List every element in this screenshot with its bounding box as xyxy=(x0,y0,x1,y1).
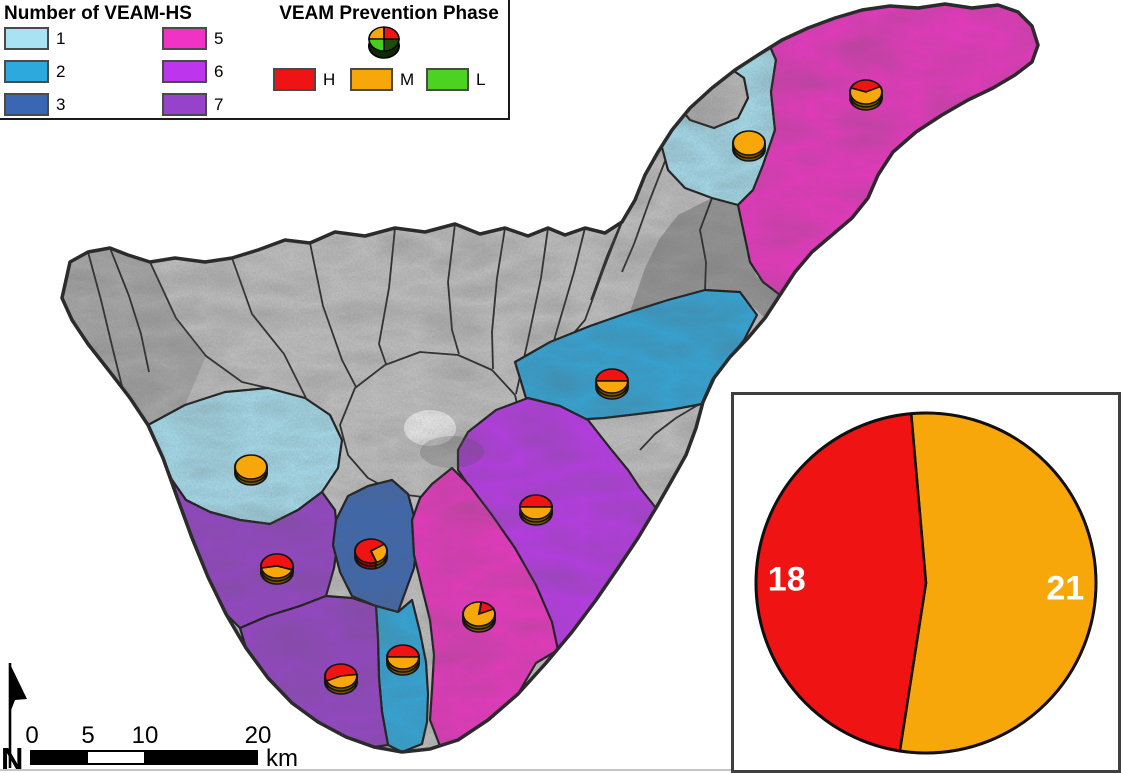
label-hs-3: 3 xyxy=(56,95,66,114)
label-phase-m: M xyxy=(400,70,415,89)
north-arrow-label: N xyxy=(1,741,23,773)
scale-tick-20: 20 xyxy=(244,722,272,749)
scale-tick-5: 5 xyxy=(81,722,95,749)
veam-pie-2 xyxy=(732,130,766,162)
north-arrow-pennant xyxy=(10,664,27,713)
label-hs-6: 6 xyxy=(214,62,224,81)
legend-hs-title: Number of VEAM-HS xyxy=(4,3,192,24)
swatch-hs-7 xyxy=(162,93,207,116)
swatch-hs-5 xyxy=(162,27,207,50)
scale-unit: km xyxy=(266,745,298,772)
swatch-hs-3 xyxy=(4,93,49,116)
inset-pie-outline xyxy=(754,411,1098,755)
veam-pie-6 xyxy=(354,538,388,570)
label-phase-l: L xyxy=(476,70,486,89)
swatch-hs-2 xyxy=(4,60,49,83)
inset-value-label-M: 21 xyxy=(1046,570,1084,608)
prevention-phase-pies xyxy=(234,79,883,695)
label-hs-5: 5 xyxy=(214,29,224,48)
scale-segment-white xyxy=(88,752,144,763)
veam-pie-5 xyxy=(518,494,554,526)
scale-bar-segments xyxy=(30,750,258,765)
veam-pie-10 xyxy=(324,663,358,695)
scale-tick-10: 10 xyxy=(131,722,159,749)
label-hs-7: 7 xyxy=(214,95,224,114)
label-hs-2: 2 xyxy=(56,62,66,81)
scale-segment-black-2 xyxy=(144,752,256,763)
swatch-hs-6 xyxy=(162,60,207,83)
swatch-phase-h xyxy=(273,68,316,91)
veam-pie-8 xyxy=(462,601,496,633)
veam-pie-9 xyxy=(385,644,421,676)
legend-phase-title: VEAM Prevention Phase xyxy=(279,3,499,24)
swatch-phase-m xyxy=(350,68,393,91)
veam-pie-1 xyxy=(849,79,883,111)
label-hs-1: 1 xyxy=(56,29,66,48)
veam-pie-3 xyxy=(594,368,630,400)
swatch-phase-l xyxy=(426,68,469,91)
veam-phase-pie-icon xyxy=(368,26,400,59)
total-prevention-pie: 21 18 xyxy=(754,411,1098,755)
swatch-hs-1 xyxy=(4,27,49,50)
inset-pie-panel: 21 18 xyxy=(731,392,1121,773)
veam-pie-4 xyxy=(234,454,268,486)
island-coastline xyxy=(60,2,1040,754)
frame-bottom-line xyxy=(0,769,731,771)
legend-box: Number of VEAM-HS VEAM Prevention Phase … xyxy=(0,0,510,120)
scale-tick-0: 0 xyxy=(25,722,39,749)
north-arrow: N xyxy=(1,663,27,773)
inset-value-label-H: 18 xyxy=(768,560,806,598)
label-phase-h: H xyxy=(323,70,336,89)
veam-pie-7 xyxy=(260,553,294,585)
scale-segment-black-1 xyxy=(32,752,88,763)
